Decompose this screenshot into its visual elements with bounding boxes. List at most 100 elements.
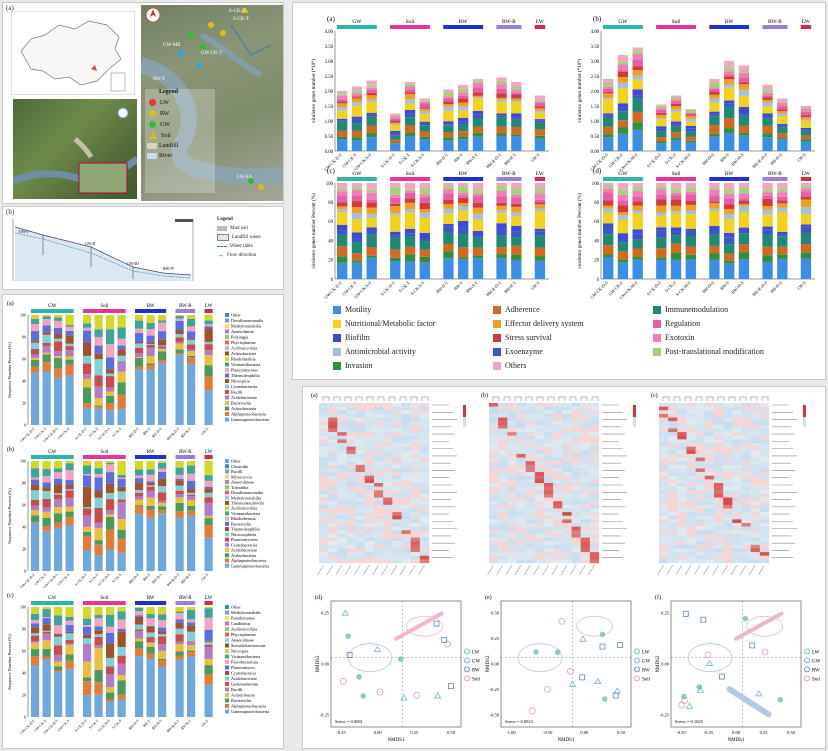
- legend-swatch: [333, 305, 341, 314]
- composition-bar-segment: [146, 342, 155, 345]
- x-tick-label: S-CK-D-S: [97, 719, 111, 733]
- virulence-bar-segment: [511, 134, 522, 137]
- heatmap-cell: [668, 443, 678, 447]
- dendrogram-branch: [492, 396, 500, 401]
- heatmap-cell: [516, 555, 526, 560]
- heatmap-cell: [374, 530, 384, 535]
- heatmap-cell: [383, 446, 393, 451]
- group-header-label: RW-R: [179, 304, 192, 309]
- composition-bar-segment: [42, 640, 51, 649]
- composition-bar-segment: [146, 363, 155, 366]
- heatmap-cell: [489, 472, 499, 476]
- heatmap-cell: [516, 413, 526, 418]
- virulence-bar-segment: [800, 232, 812, 245]
- heatmap-cell: [704, 439, 715, 444]
- composition-bar-segment: [54, 607, 63, 616]
- heatmap-cell: [714, 548, 724, 553]
- virulence-bar-segment: [443, 232, 454, 244]
- heatmap-cell: [498, 461, 508, 466]
- heatmap-cell: [410, 453, 421, 458]
- virulence-bar-segment: [443, 89, 454, 93]
- virulence-bar-segment: [496, 126, 507, 134]
- composition-bar-segment: [94, 555, 103, 571]
- y-tick-label: 0.50: [591, 135, 600, 140]
- heatmap-cell: [419, 446, 430, 451]
- virulence-bar-segment: [472, 189, 484, 194]
- virulence-bar-segment: [534, 119, 546, 121]
- heatmap-cell: [686, 519, 696, 524]
- heatmap-cell: [714, 475, 724, 480]
- composition-bar-segment: [31, 354, 40, 358]
- heatmap-cell: [383, 403, 393, 407]
- heatmap-cell: [401, 548, 411, 553]
- virulence-bar-segment: [443, 226, 454, 233]
- composition-bar-segment: [83, 407, 92, 425]
- heatmap-cell: [759, 468, 770, 473]
- heatmap-cell: [410, 450, 421, 455]
- heatmap-cell: [419, 526, 430, 531]
- heatmap-cell: [319, 483, 329, 487]
- heatmap-cell: [553, 497, 563, 502]
- heatmap-cell: [516, 530, 526, 535]
- heatmap-cell: [525, 537, 536, 542]
- heatmap-cell: [759, 512, 770, 516]
- x-tick-label: RW-S: [719, 152, 730, 163]
- heatmap-cell: [374, 406, 384, 411]
- composition-bar-segment: [146, 613, 155, 619]
- virulence-bar-segment: [738, 204, 750, 207]
- heatmap-cell: [759, 424, 770, 429]
- legend-label: Thermoleophilia: [231, 527, 260, 532]
- virulence-bar-segment: [472, 132, 484, 137]
- heatmap-cell: [580, 424, 591, 429]
- heatmap-cell: [319, 504, 329, 509]
- x-tick-label: RW-D-T: [128, 426, 140, 438]
- heatmap-cell: [695, 537, 706, 542]
- heatmap-cell: [410, 432, 421, 436]
- composition-bar-segment: [117, 355, 126, 362]
- heatmap-cell: [516, 410, 526, 415]
- heatmap-cell: [714, 472, 724, 476]
- heatmap-cell: [750, 501, 761, 506]
- virulence-bar-segment: [777, 246, 788, 255]
- heatmap-cell: [328, 450, 338, 455]
- x-tick-label: 0.00: [374, 730, 383, 735]
- dendrogram-branch: [673, 396, 681, 401]
- virulence-bar-segment: [390, 123, 401, 126]
- heatmap-cell: [337, 421, 347, 426]
- heatmap-cell: [489, 403, 499, 407]
- heatmap-cell: [346, 450, 356, 455]
- heatmap-cell: [401, 450, 411, 455]
- dendrogram-branch: [366, 396, 374, 401]
- composition-bar-segment: [175, 474, 184, 479]
- heatmap-cell: [392, 544, 402, 549]
- heatmap-cell: [553, 519, 563, 524]
- composition-bar-segment: [54, 669, 63, 672]
- heatmap-cell: [714, 461, 724, 466]
- heatmap-cell: [392, 424, 402, 429]
- heatmap-cell: [750, 486, 761, 491]
- heatmap-cell: [562, 457, 572, 462]
- heatmap-cell: [553, 508, 563, 513]
- heatmap-cell: [759, 413, 770, 418]
- composition-bar-segment: [135, 320, 144, 329]
- composition-bar-segment: [42, 316, 51, 320]
- heatmap-cell: [401, 439, 411, 444]
- heatmap-cell: [516, 548, 526, 553]
- heatmap-cell: [534, 479, 545, 484]
- virulence-bar-segment: [472, 202, 484, 208]
- point-rw-iv: RW-IV: [163, 266, 175, 271]
- heatmap-col-label-mark: [381, 564, 388, 576]
- virulence-bar-segment: [617, 103, 629, 108]
- group-header-label: RW-R: [179, 450, 192, 455]
- heatmap-cell: [677, 468, 687, 473]
- virulence-bar-segment: [603, 79, 614, 84]
- virulence-bar-segment: [738, 84, 750, 90]
- group-header-bar: [135, 455, 167, 459]
- composition-bar-segment: [54, 661, 63, 667]
- heatmap-cell: [410, 555, 421, 560]
- composition-bar-segment: [94, 477, 103, 492]
- heatmap-cell: [659, 472, 669, 476]
- virulence-bar-segment: [404, 198, 416, 203]
- heatmap-cell: [714, 432, 724, 436]
- heatmap-cell: [677, 559, 687, 564]
